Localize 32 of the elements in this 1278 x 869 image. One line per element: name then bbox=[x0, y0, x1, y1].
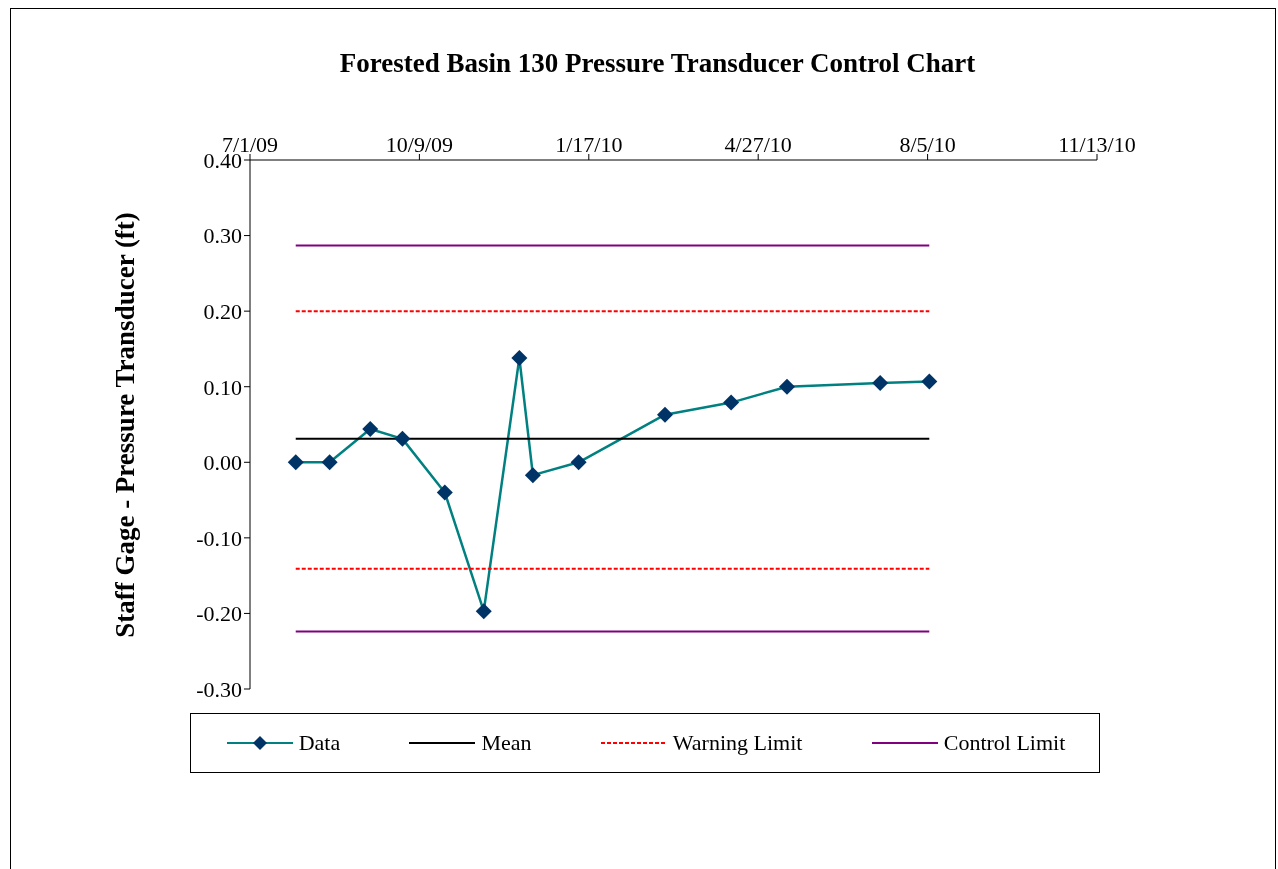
y-tick-label: -0.10 bbox=[196, 525, 242, 551]
x-tick-label: 10/9/09 bbox=[385, 132, 454, 157]
x-tick-label: 4/27/10 bbox=[724, 132, 792, 157]
point bbox=[287, 454, 304, 471]
x-tick-label: 8/5/10 bbox=[899, 132, 956, 157]
x-tick-label: 1/17/10 bbox=[555, 132, 623, 157]
point bbox=[723, 394, 740, 411]
point bbox=[872, 374, 889, 391]
point bbox=[779, 378, 795, 395]
point bbox=[362, 421, 379, 438]
y-tick-label: 0.00 bbox=[203, 450, 242, 476]
legend-label: Control Limit bbox=[943, 730, 1066, 756]
y-tick-label: 0.20 bbox=[203, 298, 242, 324]
y-tick-label: 0.30 bbox=[203, 223, 242, 249]
legend-label: Warning Limit bbox=[672, 730, 803, 756]
chart-title: Forested Basin 130 Pressure Transducer Control Chart bbox=[338, 48, 977, 79]
point bbox=[657, 406, 674, 423]
point bbox=[321, 454, 338, 471]
point bbox=[524, 467, 541, 484]
point bbox=[436, 484, 453, 501]
point bbox=[394, 430, 411, 447]
legend-label: Data bbox=[298, 730, 341, 756]
y-axis-title: Staff Gage - Pressure Transducer (ft) bbox=[109, 212, 141, 638]
legend-label: Mean bbox=[481, 730, 532, 756]
y-tick-label: -0.30 bbox=[196, 676, 242, 702]
point bbox=[570, 454, 587, 471]
point bbox=[511, 350, 528, 366]
point bbox=[921, 373, 938, 390]
x-tick-label: 11/13/10 bbox=[1058, 132, 1136, 157]
y-tick-label: -0.20 bbox=[196, 601, 242, 627]
point bbox=[475, 603, 492, 620]
y-tick-label: 0.10 bbox=[203, 374, 242, 400]
